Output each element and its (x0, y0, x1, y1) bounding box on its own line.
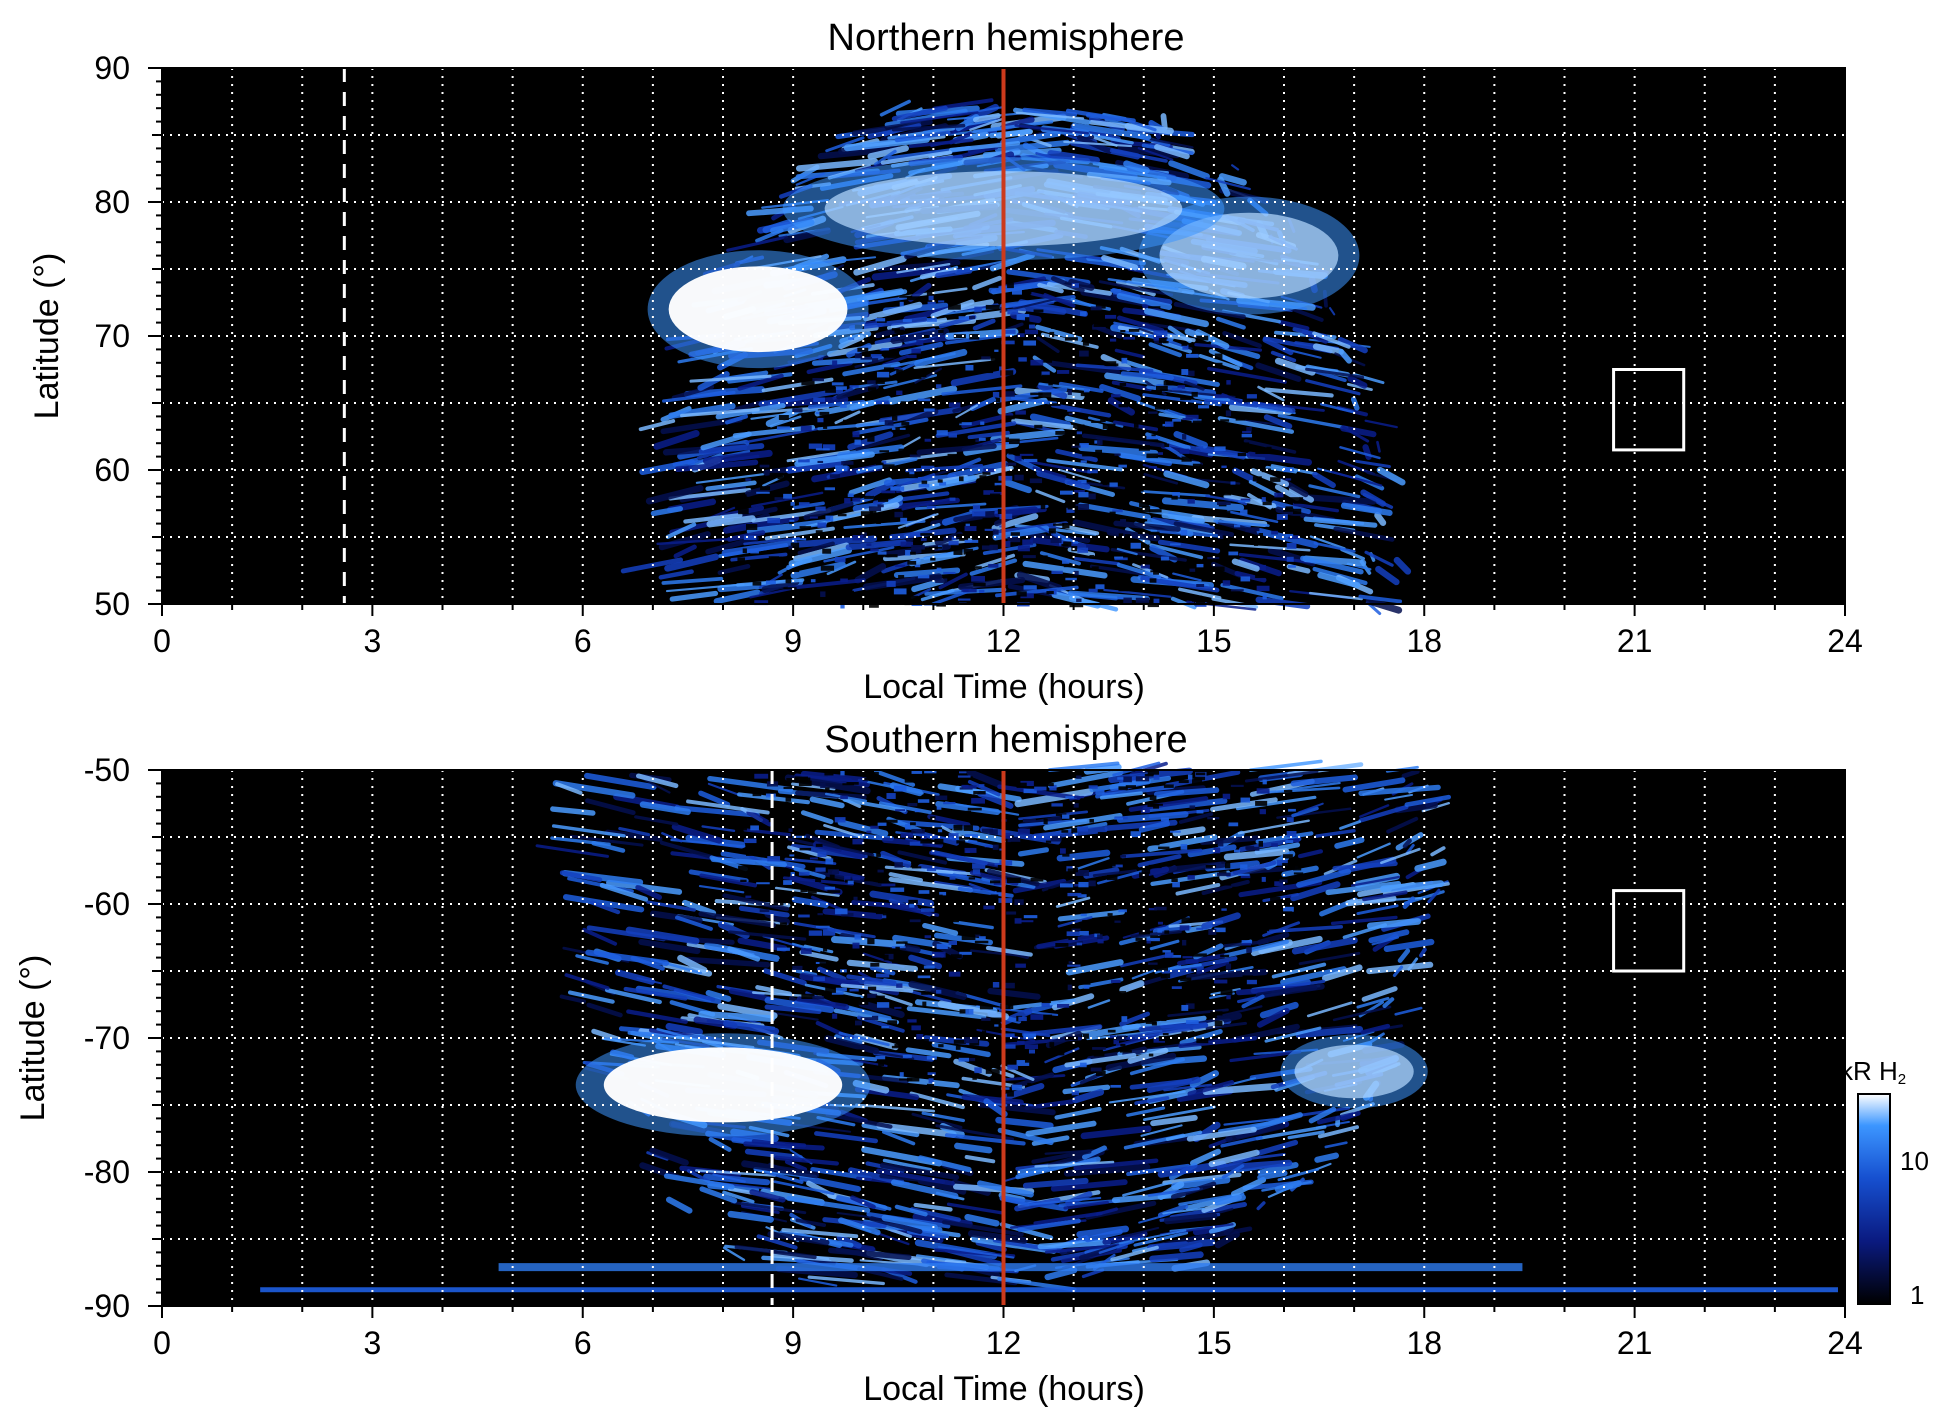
x-axis-label: Local Time (hours) (863, 1370, 1145, 1408)
y-tick-label: 70 (94, 318, 130, 354)
x-tick-label: 9 (784, 1325, 802, 1361)
chart-title: Southern hemisphere (824, 719, 1187, 761)
y-tick-label: 90 (94, 50, 130, 86)
y-tick-label: -50 (84, 752, 130, 788)
x-tick-label: 9 (784, 623, 802, 659)
y-ticks: 50 60 70 80 90 (94, 50, 162, 622)
x-tick-label: 15 (1196, 1325, 1232, 1361)
x-tick-label: 0 (153, 623, 171, 659)
y-tick-label: -60 (84, 886, 130, 922)
y-axis-label: Latitude (°) (14, 955, 52, 1122)
y-tick-label: 50 (94, 586, 130, 622)
x-tick-label: 12 (986, 1325, 1022, 1361)
southern-panel: Southern hemisphere 0 3 6 9 12 15 18 21 24 -90 -8… (14, 719, 1863, 1408)
x-tick-label: 24 (1827, 623, 1863, 659)
x-tick-label: 6 (574, 623, 592, 659)
x-tick-label: 6 (574, 1325, 592, 1361)
northern-panel: Northern hemisphere 0 3 6 9 12 15 18 21 24 50 60 7… (28, 17, 1863, 706)
x-tick-label: 12 (986, 623, 1022, 659)
x-tick-label: 18 (1406, 623, 1442, 659)
y-tick-label: 80 (94, 184, 130, 220)
y-tick-label: -80 (84, 1154, 130, 1190)
chart-title: Northern hemisphere (828, 17, 1185, 59)
y-tick-label: -70 (84, 1020, 130, 1056)
reference-lines (342, 68, 1006, 604)
colorbar-tick-label: 10 (1900, 1146, 1929, 1176)
x-tick-label: 24 (1827, 1325, 1863, 1361)
marker-box (1612, 889, 1686, 973)
x-tick-label: 21 (1617, 623, 1653, 659)
colorbar-gradient (1857, 1093, 1891, 1305)
x-tick-label: 18 (1406, 1325, 1442, 1361)
y-tick-label: -90 (84, 1288, 130, 1324)
colorbar: kR H2 10 1 (1840, 1056, 1929, 1310)
marker-box (1612, 368, 1686, 452)
colorbar-label: kR H2 (1840, 1056, 1906, 1088)
colorbar-tick-label: 1 (1910, 1280, 1924, 1310)
x-tick-label: 3 (363, 623, 381, 659)
x-axis-label: Local Time (hours) (863, 668, 1145, 706)
y-axis-label: Latitude (°) (28, 253, 66, 420)
x-tick-label: 21 (1617, 1325, 1653, 1361)
aurora-emission (260, 759, 1838, 1293)
x-tick-label: 15 (1196, 623, 1232, 659)
reference-lines (770, 770, 1006, 1306)
x-tick-label: 3 (363, 1325, 381, 1361)
x-tick-label: 0 (153, 1325, 171, 1361)
y-ticks: -90 -80 -70 -60 -50 (84, 752, 162, 1324)
y-tick-label: 60 (94, 452, 130, 488)
